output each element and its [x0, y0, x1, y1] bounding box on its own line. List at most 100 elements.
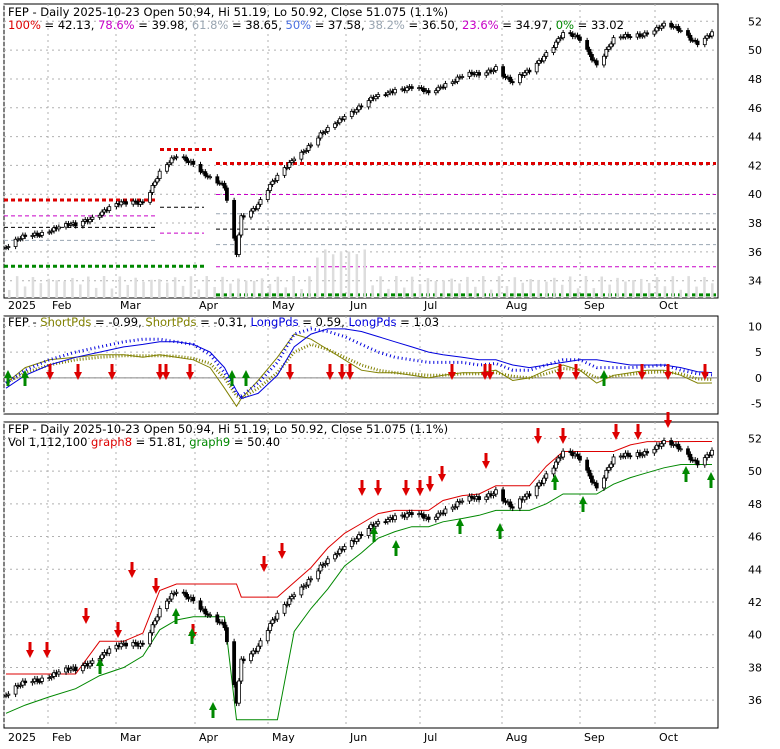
month-label: Mar	[120, 731, 141, 744]
arrow-shaft	[450, 364, 454, 372]
volume-bar	[339, 251, 343, 298]
up-arrow	[551, 474, 559, 482]
fib-label: 50%	[286, 18, 312, 32]
volume-bar	[8, 290, 11, 298]
price-axis-label: 40	[748, 188, 762, 201]
candle	[501, 489, 505, 502]
candle	[174, 156, 179, 159]
candle	[232, 641, 237, 685]
candle	[172, 592, 176, 595]
volume-bar	[118, 276, 122, 298]
legend-part: = 51.81,	[132, 435, 189, 449]
month-label: Apr	[199, 299, 219, 312]
arrow-shaft	[640, 364, 644, 372]
volume-bar	[331, 254, 335, 298]
candle	[88, 662, 92, 667]
volume-bar	[403, 287, 406, 298]
candle	[140, 201, 145, 204]
volume-bar	[292, 276, 295, 298]
up-arrow	[172, 608, 180, 616]
down-arrow	[664, 372, 672, 380]
candle	[436, 512, 441, 518]
down-arrow	[43, 650, 51, 658]
arrow-shaft	[418, 480, 422, 488]
candle	[333, 123, 337, 128]
candle	[37, 680, 42, 683]
candle	[493, 66, 498, 71]
volume-bar	[497, 276, 501, 298]
down-arrow	[114, 630, 122, 638]
candle	[152, 620, 157, 626]
candle	[47, 231, 52, 234]
month-label: Mar	[120, 299, 141, 312]
volume-bar	[205, 276, 208, 298]
down-arrow	[416, 488, 424, 496]
candle	[409, 512, 414, 516]
candle	[275, 612, 280, 620]
candle	[268, 184, 273, 191]
candle	[318, 132, 323, 139]
candle	[594, 482, 599, 489]
candle	[578, 455, 582, 461]
month-label: Oct	[659, 731, 679, 744]
candle	[273, 180, 277, 182]
candle	[645, 451, 650, 454]
candle	[342, 116, 347, 120]
volume-bar	[592, 288, 596, 298]
month-label: Oct	[659, 299, 679, 312]
arrow-shaft	[158, 364, 162, 372]
arrow-shaft	[428, 476, 432, 484]
candle	[602, 55, 606, 66]
volume-bar	[55, 280, 58, 298]
arrow-shaft	[614, 424, 618, 432]
osc-axis-label: 10	[748, 320, 762, 333]
fib-label: 0%	[556, 18, 574, 32]
candle	[164, 600, 169, 609]
candle	[148, 632, 152, 645]
volume-bar	[229, 283, 232, 298]
candle	[203, 608, 208, 615]
candle	[376, 94, 381, 98]
arrow-shaft	[188, 364, 192, 372]
candle	[534, 485, 539, 497]
candle	[155, 178, 160, 183]
arrow-shaft	[553, 482, 557, 490]
arrow-shaft	[709, 480, 713, 488]
candle	[662, 22, 666, 27]
volume-bar	[142, 281, 145, 298]
candle	[124, 201, 128, 205]
candle	[606, 46, 611, 50]
legend-part: Vol 1,112,100	[8, 435, 91, 449]
volume-bar	[663, 286, 667, 298]
volume-bar	[671, 276, 675, 298]
month-label: Apr	[199, 731, 219, 744]
down-arrow	[152, 586, 160, 594]
candle	[304, 150, 309, 152]
arrow-shaft	[23, 378, 27, 386]
candle	[68, 668, 73, 671]
down-arrow	[346, 372, 354, 380]
legend-line: FEP - Daily 2025-10-23 Open 50.94, Hi 51…	[8, 422, 448, 436]
candle	[316, 137, 321, 146]
signal-axis-label: 42	[748, 596, 762, 609]
candle	[710, 31, 714, 37]
arrow-shaft	[666, 412, 670, 420]
month-label: Jul	[423, 731, 437, 744]
volume-bar	[189, 276, 193, 298]
candle	[522, 72, 527, 76]
candle	[554, 41, 558, 48]
down-arrow	[278, 551, 286, 559]
candle	[47, 677, 52, 679]
candle	[133, 642, 138, 645]
osc-axis-label: 5	[755, 346, 762, 359]
candle	[676, 26, 681, 31]
candle	[321, 564, 325, 567]
candle	[107, 648, 112, 654]
candle	[256, 645, 261, 652]
candle	[107, 206, 112, 211]
up-arrow	[228, 370, 236, 378]
fib-label: 100%	[8, 18, 41, 32]
arrow-shaft	[360, 480, 364, 488]
month-label: Feb	[52, 299, 71, 312]
candle	[373, 523, 378, 527]
